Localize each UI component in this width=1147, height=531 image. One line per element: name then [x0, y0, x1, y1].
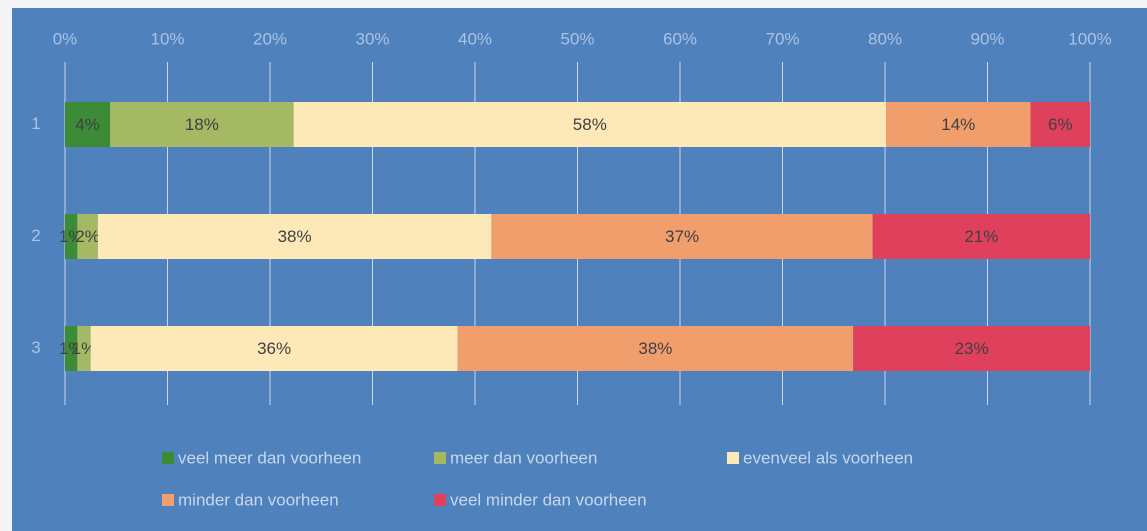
data-label: 14%: [941, 115, 975, 134]
legend-label: minder dan voorheen: [178, 490, 339, 509]
bar-segment: [872, 214, 1090, 259]
x-tick-label: 60%: [663, 29, 697, 48]
legend-label: veel minder dan voorheen: [450, 490, 647, 509]
bar-segment: [65, 214, 78, 259]
legend-label: veel meer dan voorheen: [178, 448, 361, 467]
x-tick-label: 0%: [53, 29, 78, 48]
bar-segment: [293, 102, 887, 147]
bar-segment: [1030, 102, 1090, 147]
data-label: 1%: [72, 339, 97, 358]
legend-swatch: [727, 452, 739, 464]
bar-segment: [853, 326, 1090, 371]
data-label: 23%: [955, 339, 989, 358]
x-tick-label: 100%: [1068, 29, 1111, 48]
data-label: 4%: [75, 115, 100, 134]
bar-segment: [65, 102, 111, 147]
data-label: 6%: [1048, 115, 1073, 134]
legend-swatch: [162, 452, 174, 464]
data-label: 1%: [59, 339, 84, 358]
bar-segment: [77, 214, 98, 259]
y-tick-label: 2: [31, 226, 40, 245]
data-label: 37%: [665, 227, 699, 246]
bar-segment: [457, 326, 854, 371]
legend-swatch: [434, 452, 446, 464]
bar-segment: [491, 214, 873, 259]
x-tick-label: 80%: [868, 29, 902, 48]
x-tick-label: 90%: [970, 29, 1004, 48]
x-tick-label: 50%: [560, 29, 594, 48]
x-tick-label: 30%: [355, 29, 389, 48]
x-tick-label: 10%: [150, 29, 184, 48]
x-tick-label: 70%: [765, 29, 799, 48]
data-label: 21%: [964, 227, 998, 246]
data-label: 18%: [185, 115, 219, 134]
x-tick-label: 20%: [253, 29, 287, 48]
y-tick-label: 1: [31, 114, 40, 133]
data-label: 2%: [75, 227, 100, 246]
data-label: 36%: [257, 339, 291, 358]
bar-segment: [65, 326, 78, 371]
bar-segment: [97, 214, 492, 259]
data-label: 38%: [278, 227, 312, 246]
bar-segment: [77, 326, 91, 371]
x-tick-label: 40%: [458, 29, 492, 48]
data-label: 38%: [638, 339, 672, 358]
legend-swatch: [162, 494, 174, 506]
chart-background: [12, 8, 1147, 531]
legend-label: meer dan voorheen: [450, 448, 597, 467]
data-label: 1%: [59, 227, 84, 246]
bar-segment: [90, 326, 458, 371]
y-tick-label: 3: [31, 338, 40, 357]
data-label: 58%: [573, 115, 607, 134]
bar-segment: [110, 102, 294, 147]
legend-swatch: [434, 494, 446, 506]
legend-label: evenveel als voorheen: [743, 448, 913, 467]
bar-segment: [886, 102, 1031, 147]
